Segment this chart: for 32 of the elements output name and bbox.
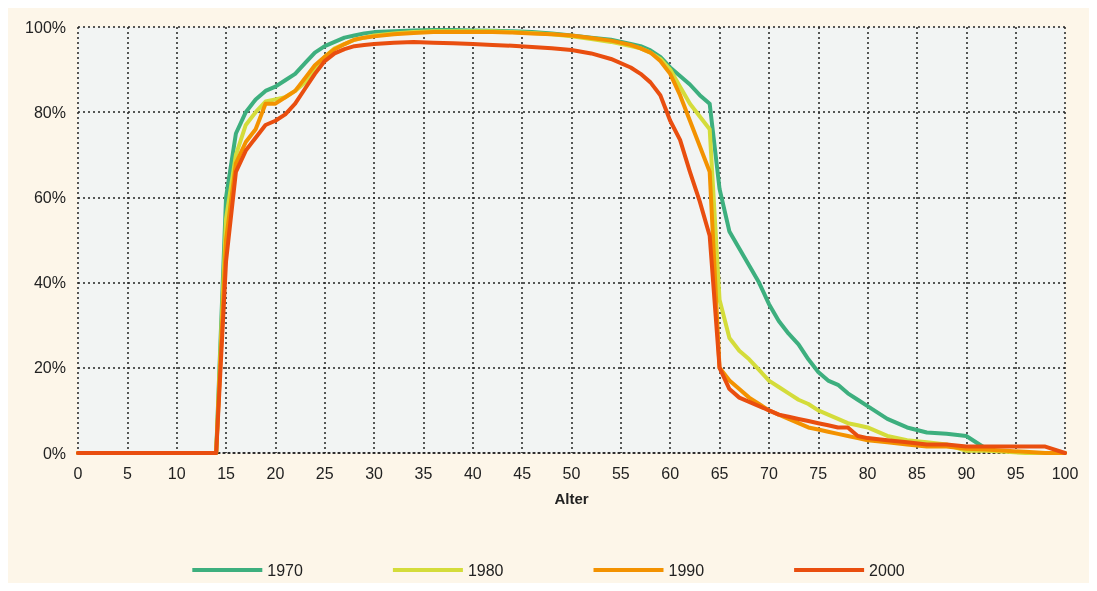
y-tick-label: 100% — [25, 18, 66, 36]
x-tick-label: 0 — [73, 464, 83, 482]
x-tick-label: 90 — [957, 464, 976, 482]
x-tick-label: 35 — [414, 464, 433, 482]
y-tick-label: 40% — [33, 274, 66, 292]
x-tick-label: 75 — [809, 464, 828, 482]
x-tick-label: 45 — [513, 464, 532, 482]
x-tick-label: 40 — [463, 464, 482, 482]
x-axis-title: Alter — [554, 490, 589, 507]
legend-label: 1970 — [267, 561, 304, 579]
x-tick-label: 80 — [858, 464, 877, 482]
x-tick-label: 85 — [908, 464, 926, 482]
x-tick-label: 60 — [661, 464, 680, 482]
x-tick-label: 95 — [1006, 464, 1025, 482]
legend-label: 2000 — [869, 561, 905, 579]
x-tick-label: 10 — [167, 464, 186, 482]
x-tick-label: 50 — [562, 464, 581, 482]
x-tick-label: 15 — [217, 464, 236, 482]
x-tick-label: 30 — [365, 464, 384, 482]
x-tick-label: 55 — [611, 464, 630, 482]
legend-label: 1980 — [467, 561, 504, 579]
x-tick-label: 65 — [710, 464, 729, 482]
x-tick-label: 5 — [122, 464, 132, 482]
y-tick-label: 60% — [33, 188, 66, 206]
y-tick-label: 80% — [33, 103, 66, 121]
y-tick-label: 20% — [33, 359, 66, 377]
x-tick-label: 100 — [1051, 464, 1079, 482]
legend-label: 1990 — [668, 561, 705, 579]
x-tick-label: 25 — [315, 464, 334, 482]
x-tick-label: 70 — [760, 464, 778, 482]
x-tick-label: 20 — [266, 464, 285, 482]
y-tick-label: 0% — [42, 444, 66, 462]
